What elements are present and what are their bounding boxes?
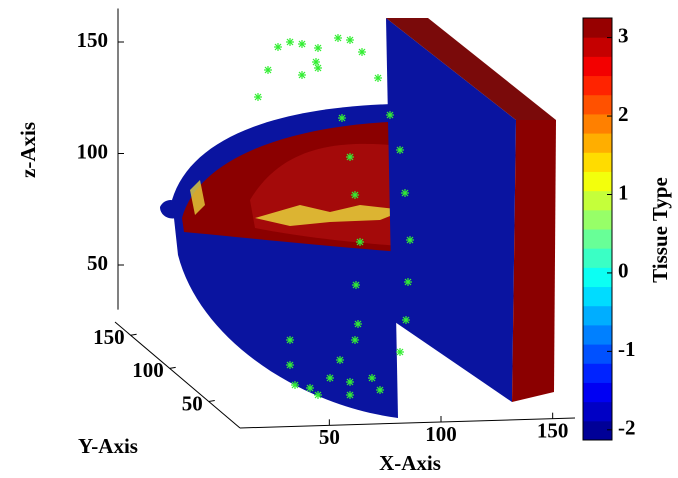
- marker: [346, 391, 354, 399]
- colorbar-tick-label: 0: [618, 259, 629, 283]
- marker: [298, 40, 306, 48]
- x-tick-label: 100: [425, 422, 457, 446]
- colorbar-band: [583, 229, 612, 249]
- marker: [314, 391, 322, 399]
- colorbar-band: [583, 402, 612, 422]
- marker: [274, 43, 282, 51]
- marker: [368, 374, 376, 382]
- colorbar-tick-label: -1: [618, 337, 636, 361]
- y-tick: [131, 334, 137, 335]
- marker: [356, 238, 364, 246]
- chart: z-Axis Y-Axis X-Axis Tissue Type 5010015…: [0, 0, 678, 478]
- marker: [358, 48, 366, 56]
- x-tick-label: 50: [319, 425, 340, 449]
- colorbar-band: [583, 210, 612, 230]
- colorbar-tick-label: 1: [618, 180, 629, 204]
- marker: [352, 281, 360, 289]
- colorbar-band: [583, 191, 612, 211]
- marker: [286, 336, 294, 344]
- y-axis-label: Y-Axis: [78, 434, 138, 458]
- marker: [286, 38, 294, 46]
- marker: [374, 74, 382, 82]
- nipple: [160, 200, 176, 218]
- marker: [338, 114, 346, 122]
- x-axis-label: X-Axis: [379, 451, 441, 475]
- x-tick-label: 150: [537, 418, 569, 442]
- colorbar-tick-label: -2: [618, 416, 636, 440]
- colorbar-tick-label: 3: [618, 23, 629, 47]
- marker: [326, 374, 334, 382]
- marker: [402, 316, 410, 324]
- colorbar-tick-label: 2: [618, 102, 629, 126]
- marker: [298, 71, 306, 79]
- marker: [351, 191, 359, 199]
- marker: [386, 111, 394, 119]
- marker: [406, 236, 414, 244]
- colorbar-band: [583, 171, 612, 191]
- colorbar-band: [583, 76, 612, 96]
- colorbar-band: [583, 114, 612, 134]
- marker: [404, 278, 412, 286]
- marker: [254, 93, 262, 101]
- colorbar-band: [583, 248, 612, 268]
- marker: [314, 64, 322, 72]
- z-axis-label: z-Axis: [16, 122, 40, 178]
- marker: [396, 348, 404, 356]
- marker: [354, 320, 362, 328]
- z-tick-label: 100: [77, 139, 109, 163]
- colorbar-band: [583, 363, 612, 383]
- colorbar-band: [583, 95, 612, 115]
- colorbar-band: [583, 344, 612, 364]
- colorbar-band: [583, 56, 612, 76]
- marker: [264, 66, 272, 74]
- colorbar-band: [583, 152, 612, 172]
- slab-side: [512, 120, 556, 402]
- y-tick-label: 150: [93, 325, 125, 349]
- marker: [306, 384, 314, 392]
- y-tick: [209, 401, 215, 402]
- marker: [396, 146, 404, 154]
- colorbar-band: [583, 287, 612, 307]
- marker: [401, 189, 409, 197]
- x-axis: [240, 418, 575, 428]
- z-tick-label: 50: [87, 251, 108, 275]
- marker: [336, 356, 344, 364]
- colorbar-band: [583, 325, 612, 345]
- marker: [312, 58, 320, 66]
- colorbar-band: [583, 421, 612, 441]
- marker: [351, 336, 359, 344]
- marker: [286, 361, 294, 369]
- marker: [346, 36, 354, 44]
- colorbar-band: [583, 133, 612, 153]
- colorbar-band: [583, 37, 612, 57]
- marker: [291, 381, 299, 389]
- y-tick-label: 50: [182, 391, 203, 415]
- volume: [160, 18, 556, 418]
- y-tick-label: 100: [132, 358, 164, 382]
- colorbar-band: [583, 382, 612, 402]
- z-tick-label: 150: [77, 28, 109, 52]
- y-tick: [170, 367, 176, 368]
- colorbar-band: [583, 18, 612, 38]
- colorbar-band: [583, 306, 612, 326]
- marker: [346, 378, 354, 386]
- marker: [314, 44, 322, 52]
- colorbar-label: Tissue Type: [648, 177, 672, 283]
- marker: [376, 386, 384, 394]
- marker: [334, 34, 342, 42]
- colorbar-band: [583, 267, 612, 287]
- marker: [346, 153, 354, 161]
